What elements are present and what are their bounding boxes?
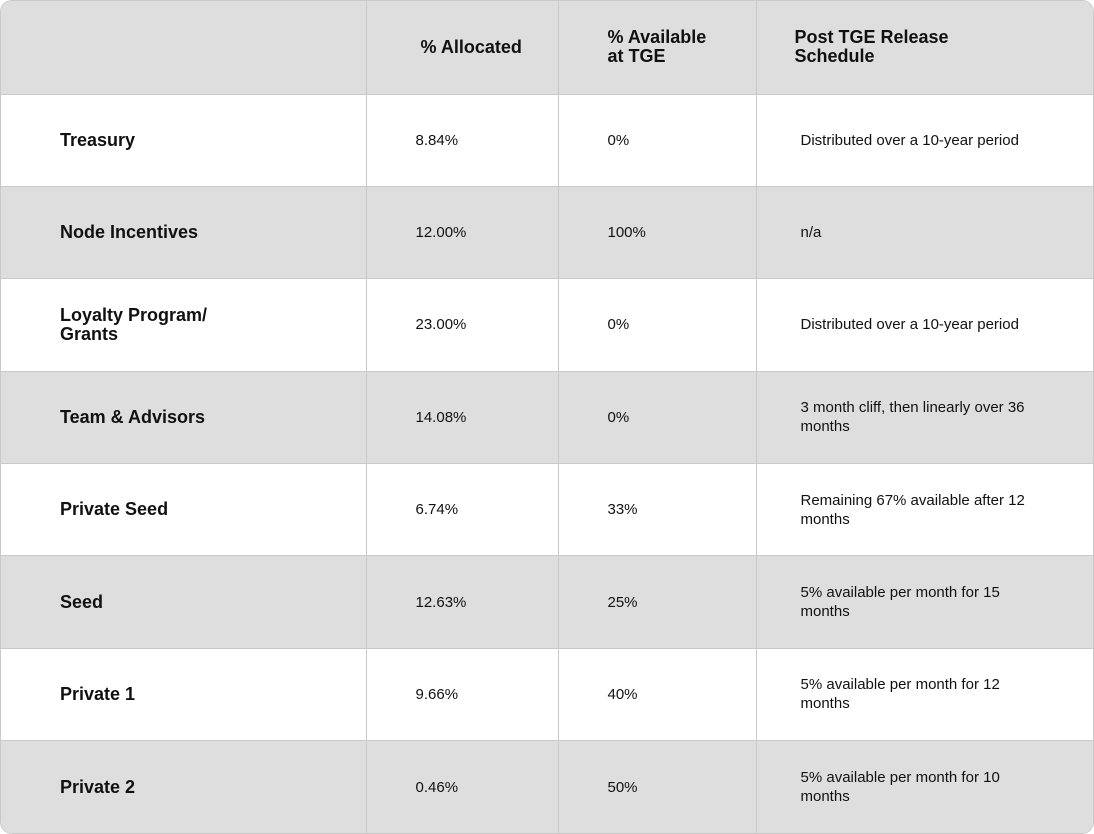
table-row: Loyalty Program/ Grants 23.00% 0% Distri…	[1, 278, 1093, 372]
row-allocated: 12.00%	[366, 186, 559, 280]
row-allocated: 8.84%	[366, 94, 559, 187]
row-allocated: 14.08%	[366, 371, 559, 465]
row-category: Loyalty Program/ Grants	[1, 278, 367, 372]
row-category: Private 1	[1, 648, 367, 742]
table-row: Treasury 8.84% 0% Distributed over a 10-…	[1, 94, 1093, 187]
row-category: Treasury	[1, 94, 367, 187]
row-allocated: 6.74%	[366, 463, 559, 557]
row-available: 0%	[558, 371, 757, 465]
header-release-schedule: Post TGE Release Schedule	[756, 1, 1093, 95]
header-category	[1, 1, 367, 95]
row-allocated: 9.66%	[366, 648, 559, 742]
row-schedule: 5% available per month for 10 months	[800, 769, 1000, 806]
row-schedule: n/a	[756, 186, 1093, 280]
row-allocated: 12.63%	[366, 555, 559, 649]
row-schedule: 5% available per month for 12 months	[756, 648, 1093, 742]
row-schedule: 5% available per month for 15 months	[756, 555, 1093, 649]
row-category: Private 2	[1, 740, 367, 833]
row-schedule: 3 month cliff, then linearly over 36 mon…	[756, 371, 1093, 465]
row-category: Node Incentives	[1, 186, 367, 280]
table-row: Team & Advisors 14.08% 0% 3 month cliff,…	[1, 371, 1093, 465]
table-header-row: % Allocated % Available at TGE Post TGE …	[1, 1, 1093, 95]
row-schedule: Distributed over a 10-year period	[756, 94, 1093, 187]
table-row: Node Incentives 12.00% 100% n/a	[1, 186, 1093, 280]
row-available: 25%	[558, 555, 757, 649]
row-allocated: 0.46%	[366, 740, 559, 833]
row-schedule: Remaining 67% available after 12 months	[756, 463, 1093, 557]
table-row: Private 1 9.66% 40% 5% available per mon…	[1, 648, 1093, 742]
header-available-at-tge: % Available at TGE	[558, 1, 757, 95]
row-available: 50%	[558, 740, 757, 833]
row-available: 33%	[558, 463, 757, 557]
table-row: Seed 12.63% 25% 5% available per month f…	[1, 555, 1093, 649]
row-available: 0%	[558, 278, 757, 372]
row-available: 40%	[558, 648, 757, 742]
row-available: 100%	[558, 186, 757, 280]
row-category: Team & Advisors	[1, 371, 367, 465]
row-available: 0%	[558, 94, 757, 187]
table-row: Private 2 0.46% 50% 5% available per mon…	[1, 740, 1093, 833]
row-category: Seed	[1, 555, 367, 649]
table-row: Private Seed 6.74% 33% Remaining 67% ava…	[1, 463, 1093, 557]
header-allocated: % Allocated	[366, 1, 559, 95]
row-allocated: 23.00%	[366, 278, 559, 372]
row-category: Private Seed	[1, 463, 367, 557]
row-schedule: Distributed over a 10-year period	[756, 278, 1093, 372]
